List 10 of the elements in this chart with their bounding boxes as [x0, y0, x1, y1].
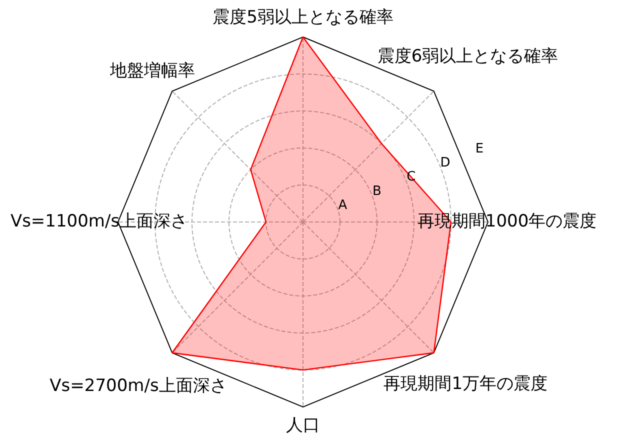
spoke-label: 人口: [286, 415, 320, 436]
spoke-label: 地盤増幅率: [108, 60, 195, 81]
spoke-label: 震度6弱以上となる確率: [377, 46, 558, 67]
spoke-label: Vs=2700m/s上面深さ: [50, 376, 227, 396]
spoke-label: 震度5弱以上となる確率: [212, 7, 394, 28]
y-tick-label: A: [338, 198, 348, 213]
spoke-label: 再現期間1万年の震度: [384, 374, 548, 394]
y-tick-label: D: [440, 155, 450, 170]
y-tick-label: E: [475, 141, 484, 156]
y-tick-label: B: [372, 184, 382, 199]
